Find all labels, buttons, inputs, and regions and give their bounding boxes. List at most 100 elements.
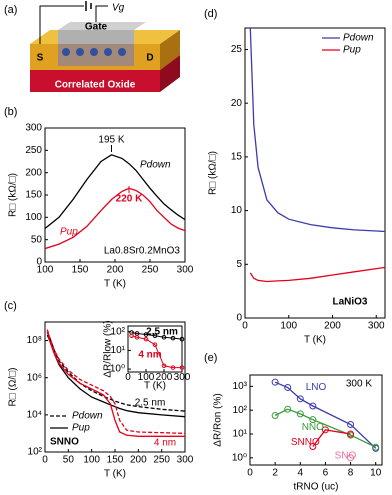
wire: [95, 5, 108, 22]
y-tick-label: 10⁰: [110, 364, 125, 375]
data-line: [274, 408, 376, 448]
y-tick-label: 0: [36, 257, 42, 268]
data-point: [143, 332, 149, 337]
data-point: [321, 426, 329, 434]
x-tick-label: 150: [72, 265, 89, 276]
x-tick-label: 200: [107, 265, 124, 276]
x-tick-label: 250: [153, 455, 170, 466]
oxide-front: [30, 70, 160, 92]
series-label: Pup: [60, 227, 78, 238]
plot-frame: [244, 27, 386, 319]
data-point: [134, 334, 140, 340]
y-tick-label: 25: [231, 44, 243, 55]
data-point: [271, 411, 279, 419]
legend-label: Pdown: [72, 411, 103, 422]
data-point: [284, 405, 292, 413]
ions: [62, 48, 126, 56]
x-tick-label: 4: [298, 468, 304, 479]
data-point: [309, 402, 317, 410]
data-line: [45, 154, 185, 230]
data-point: [296, 395, 304, 403]
data-point: [271, 378, 279, 386]
ion: [118, 48, 126, 56]
x-axis-label: tRNO (uc): [294, 482, 339, 493]
data-line: [45, 187, 185, 250]
data-point: [170, 335, 176, 341]
legend-label: Pup: [72, 423, 90, 434]
data-point: [179, 336, 185, 342]
series-label: 4 nm: [154, 438, 176, 449]
x-tick-label: 10: [370, 468, 382, 479]
voltage-label: Vg: [112, 3, 125, 14]
channel-side: [160, 30, 180, 70]
data-point: [161, 334, 167, 340]
data-line: [46, 331, 185, 437]
y-tick-label: 10²: [233, 405, 248, 416]
data-point: [129, 333, 134, 339]
panel-label: (d): [204, 8, 217, 20]
plot-area: [274, 381, 377, 449]
annotation: 220 K: [116, 194, 143, 205]
x-axis-label: T (K): [304, 335, 326, 346]
inset-line: [131, 335, 182, 369]
x-tick-label: 300: [368, 321, 385, 332]
y-tick-label: 10⁸: [27, 335, 42, 346]
y-axis-label: R□ (Ω/□): [8, 368, 19, 407]
x-tick-label: 100: [138, 372, 155, 383]
y-tick-label: 10¹: [233, 429, 248, 440]
y-tick-label: 100: [25, 212, 42, 223]
data-line: [312, 429, 351, 447]
data-point: [152, 342, 158, 348]
y-tick-label: 10: [231, 205, 243, 216]
gate-top: [58, 22, 146, 30]
y-axis-label: R□ (kΩ/□): [8, 173, 19, 217]
x-tick-label: 0: [125, 372, 131, 383]
plot-area: [45, 154, 185, 250]
y-tick-label: 10²: [111, 326, 126, 337]
annotation: 300 K: [346, 379, 372, 390]
material-label: LaNiO3: [332, 297, 367, 308]
diagram: (a) Vg Gate S D Correlated Oxide: [4, 1, 180, 92]
x-tick-label: 6: [323, 468, 329, 479]
y-axis-label: R□ (kΩ/□): [208, 151, 219, 195]
data-point: [309, 416, 317, 424]
y-tick-label: 50: [31, 234, 43, 245]
inset-line: [131, 332, 182, 340]
y-tick-label: 200: [25, 167, 42, 178]
series-label: LNO: [306, 382, 327, 393]
y-tick-label: 10⁴: [27, 409, 42, 420]
substrate-label: Correlated Oxide: [55, 80, 136, 91]
data-point: [170, 365, 176, 370]
x-tick-label: 300: [177, 455, 194, 466]
series-label: Pdown: [140, 160, 171, 171]
panel-label: (a): [4, 4, 17, 16]
x-tick-label: 100: [37, 265, 54, 276]
material-label: SNNO: [50, 437, 79, 448]
data-point: [179, 365, 185, 370]
y-tick-label: 10⁰: [232, 452, 247, 463]
inset-series-label: 4 nm: [138, 350, 161, 361]
x-axis-label: T (K): [104, 279, 126, 290]
x-tick-label: 200: [130, 455, 147, 466]
y-axis-label: ΔR/Ron (%): [213, 393, 224, 446]
y-tick-label: 300: [25, 123, 42, 134]
series-label: SNNO: [291, 437, 320, 448]
legend-label: Pdown: [343, 33, 374, 44]
x-tick-label: 250: [142, 265, 159, 276]
material-label: La0.8Sr0.2MnO3: [104, 246, 181, 257]
y-tick-label: 20: [231, 98, 243, 109]
drain-label: D: [146, 53, 153, 64]
data-point: [347, 454, 355, 462]
y-tick-label: 10¹: [111, 345, 126, 356]
ion: [62, 48, 70, 56]
gate: [58, 30, 134, 44]
data-point: [161, 363, 167, 369]
x-tick-label: 150: [107, 455, 124, 466]
y-axis-label: ΔR/Rlow (%): [103, 320, 114, 377]
data-line: [249, 28, 385, 233]
data-point: [309, 442, 317, 450]
data-point: [284, 383, 292, 391]
data-point: [152, 333, 158, 339]
x-tick-label: 100: [83, 455, 100, 466]
